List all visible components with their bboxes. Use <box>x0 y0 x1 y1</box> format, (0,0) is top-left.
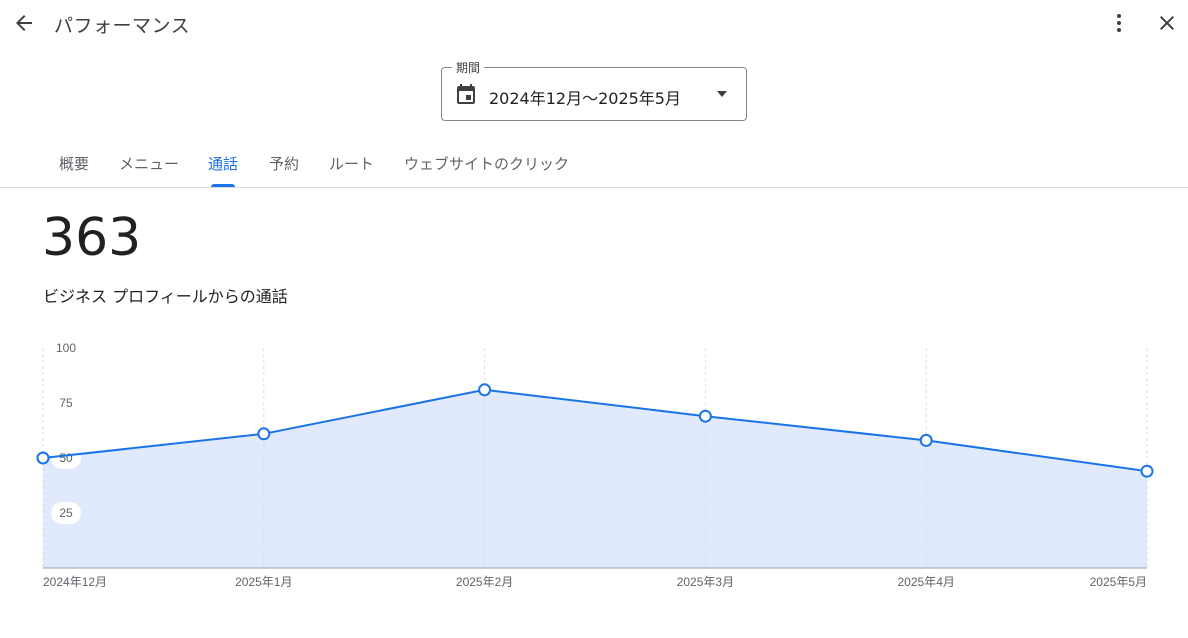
tab-directions[interactable]: ルート <box>329 155 375 173</box>
chart-data-point <box>257 427 271 441</box>
period-label: 期間 <box>452 59 485 76</box>
page-title: パフォーマンス <box>54 15 191 37</box>
x-tick-label: 2025年5月 <box>1090 575 1147 589</box>
chart-series-line <box>42 388 1148 473</box>
tab-bar: 概要 メニュー 通話 予約 ルート ウェブサイトのクリック <box>0 140 1188 188</box>
more-vert-icon <box>1117 14 1121 32</box>
y-tick-label: 75 <box>59 396 73 410</box>
active-tab-indicator <box>211 184 235 187</box>
x-tick-label: 2025年2月 <box>456 575 513 589</box>
chart-data-point <box>478 383 492 397</box>
chart-data-point <box>1140 464 1154 478</box>
tab-bookings[interactable]: 予約 <box>269 155 300 173</box>
x-tick-label: 2025年4月 <box>898 575 955 589</box>
more-options-button[interactable] <box>1103 7 1135 39</box>
x-tick-label: 2025年3月 <box>677 575 734 589</box>
total-calls-count: 363 <box>42 208 142 268</box>
chart-data-point <box>919 433 933 447</box>
tab-overview[interactable]: 概要 <box>59 155 90 173</box>
total-calls-description: ビジネス プロフィールからの通話 <box>43 287 288 306</box>
y-tick-label: 50 <box>59 451 73 465</box>
tab-menu[interactable]: メニュー <box>119 155 180 173</box>
close-button[interactable] <box>1151 7 1183 39</box>
y-tick-label: 100 <box>56 341 76 355</box>
close-icon <box>1160 16 1174 30</box>
tab-website-clicks[interactable]: ウェブサイトのクリック <box>404 155 570 173</box>
back-button[interactable] <box>8 7 40 39</box>
y-tick-label: 25 <box>59 506 73 520</box>
tab-calls[interactable]: 通話 <box>208 155 239 173</box>
period-value: 2024年12月〜2025年5月 <box>489 89 681 108</box>
calendar-icon <box>457 84 475 104</box>
x-tick-label: 2024年12月 <box>43 575 107 589</box>
x-tick-label: 2025年1月 <box>235 575 292 589</box>
y-tick-label-bg <box>51 502 81 524</box>
top-bar: パフォーマンス <box>0 0 1188 46</box>
calls-area-chart: 100 75 50 25 2024年12月 2025年1月 2025年2月 2025年3月 20… <box>36 341 1154 589</box>
y-tick-label-bg <box>51 447 81 469</box>
chart-data-point <box>36 451 50 465</box>
chart-area-fill <box>43 389 1147 568</box>
period-select[interactable]: 期間 2024年12月〜2025年5月 <box>441 59 747 121</box>
chart-data-point <box>698 409 712 423</box>
arrow-back-icon <box>16 15 32 31</box>
arrow-drop-down-icon <box>717 91 727 97</box>
